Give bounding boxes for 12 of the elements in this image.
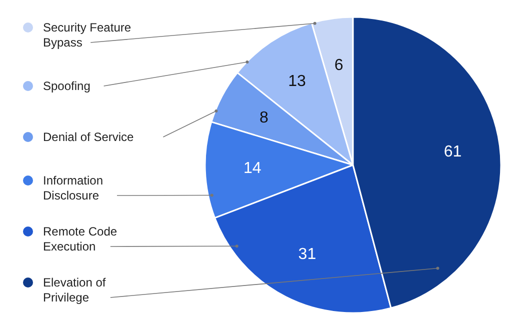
data-label: 61 — [444, 143, 462, 160]
legend-label: Denial of Service — [43, 130, 134, 144]
data-label: 31 — [298, 246, 316, 264]
data-label: 6 — [334, 56, 344, 74]
legend-label: Elevation of Privilege — [43, 276, 106, 304]
legend-label: Spoofing — [43, 79, 90, 93]
legend-label: Security Feature Bypass — [43, 20, 132, 50]
data-label: 14 — [244, 160, 262, 178]
legend-label: Remote Code Execution — [43, 224, 118, 254]
data-label: 8 — [259, 110, 268, 127]
legend-label: Information Disclosure — [43, 174, 104, 202]
data-label: 13 — [288, 72, 306, 90]
